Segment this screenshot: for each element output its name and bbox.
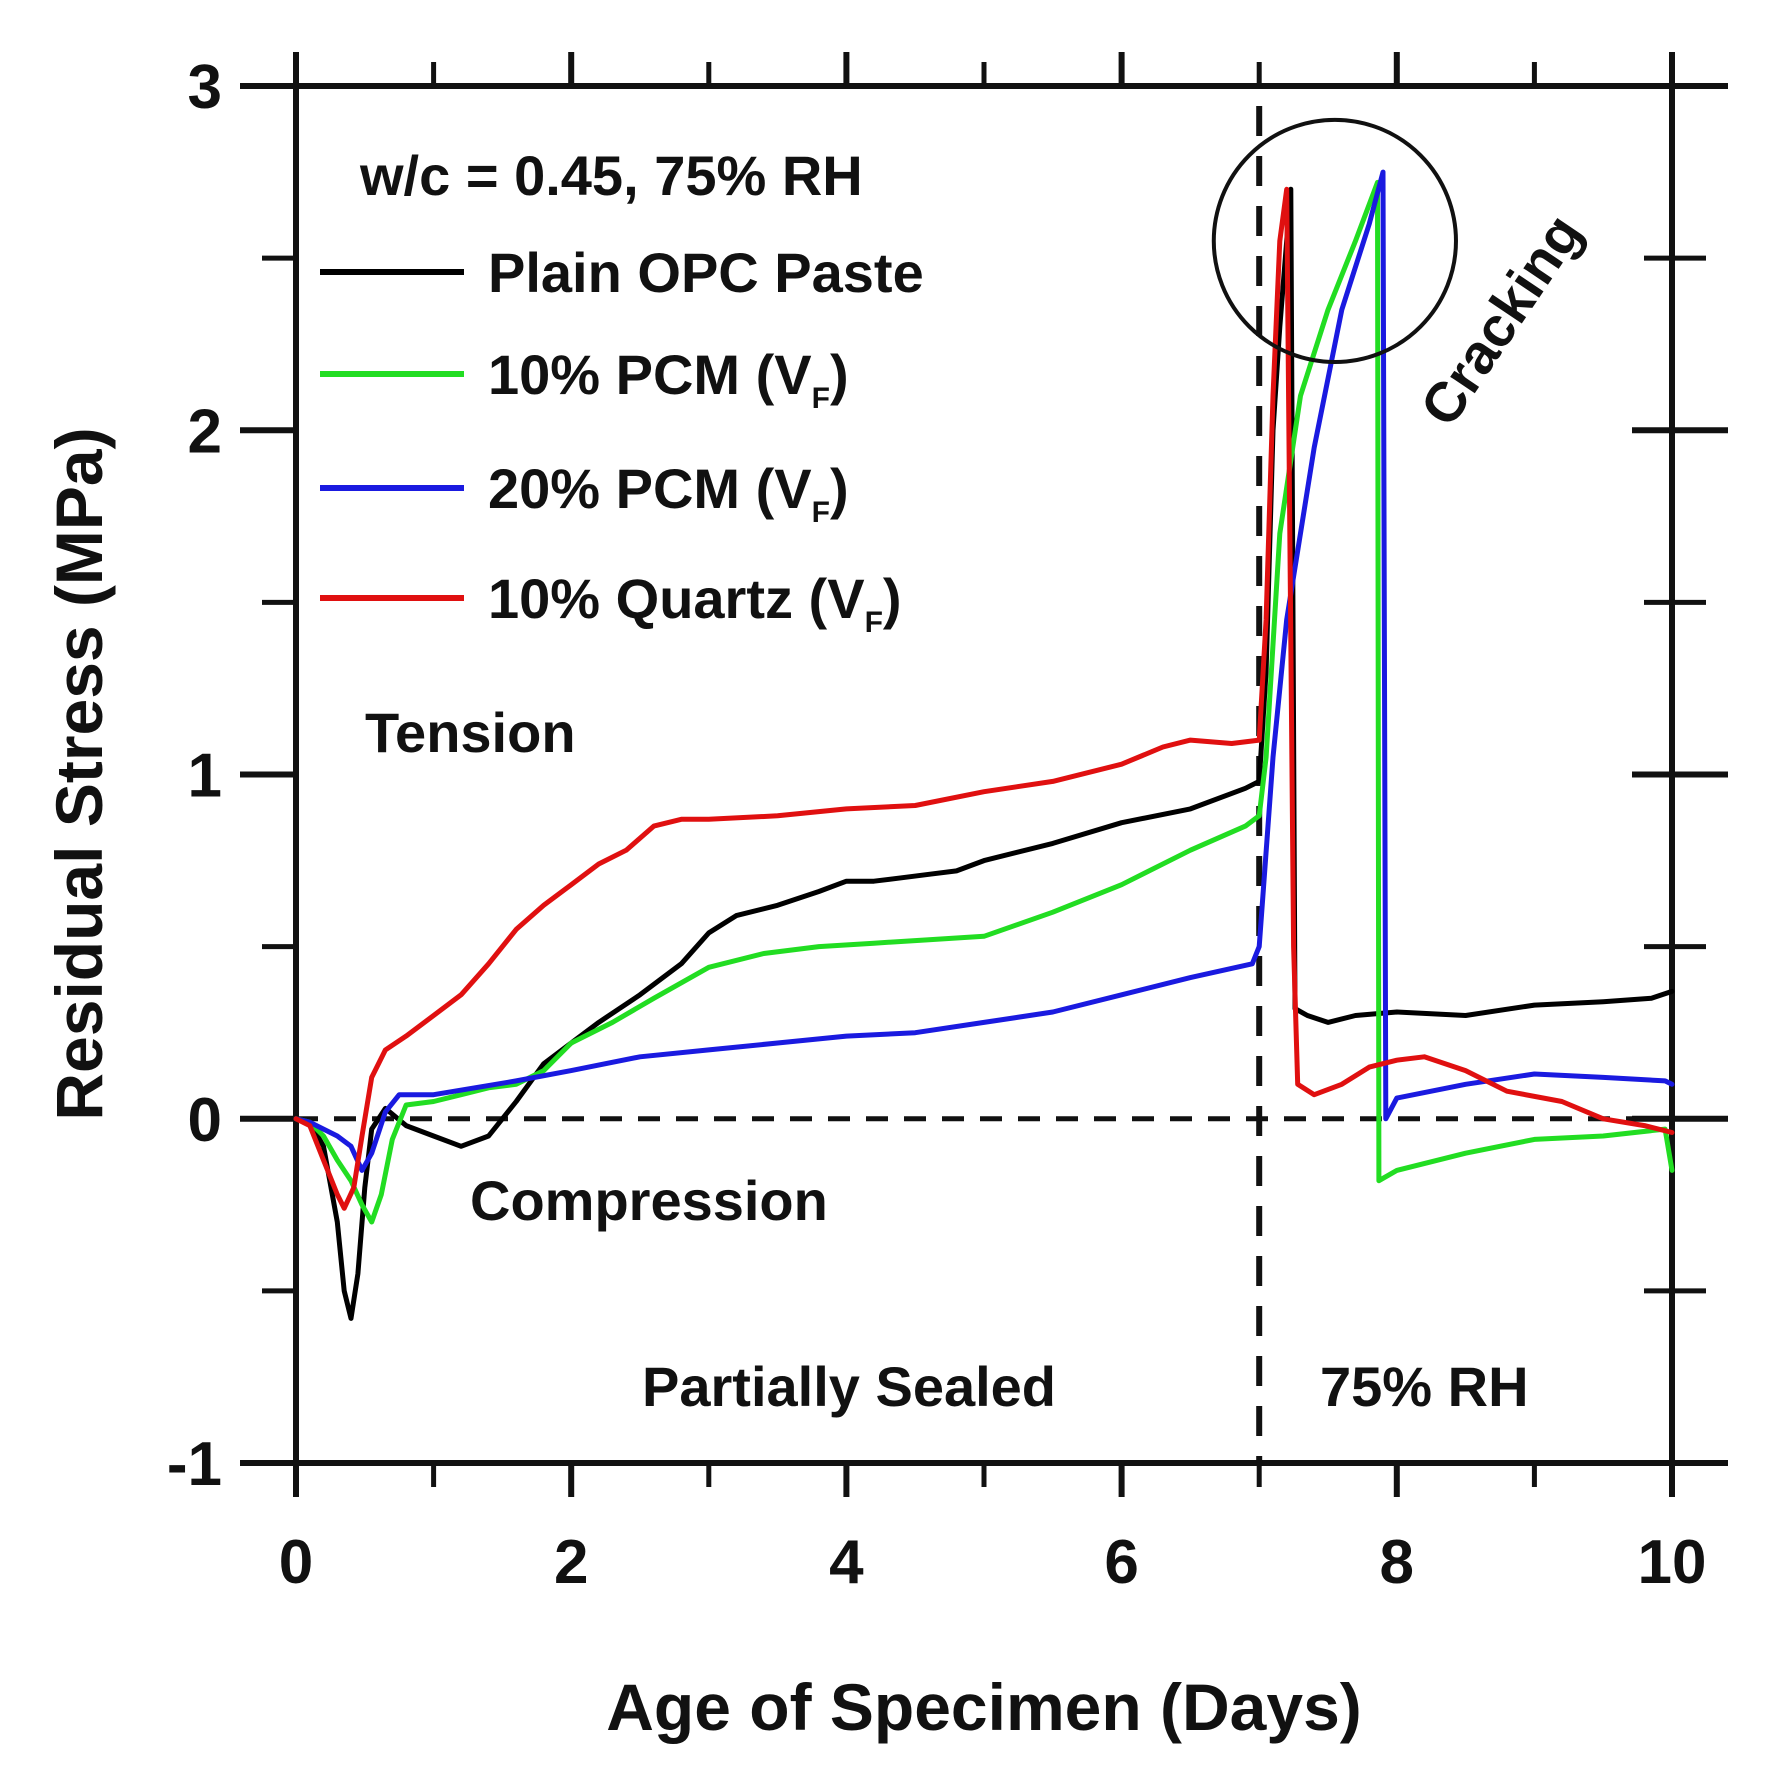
legend-label-plain-opc: Plain OPC Paste (488, 241, 924, 304)
x-tick-label: 10 (1638, 1528, 1707, 1597)
x-tick-label: 0 (279, 1528, 313, 1597)
legend-label-quartz-10: 10% Quartz (VF) (488, 567, 902, 639)
series-line-2 (293, 169, 1675, 1173)
legend-label-pcm-20-main: 20% PCM (V (488, 457, 812, 520)
tick-labels: 0 2 4 6 8 10 -1 0 1 2 3 (167, 53, 1707, 1597)
legend-label-pcm-20-subscript: F (812, 496, 830, 529)
y-tick-label: -1 (167, 1430, 222, 1499)
legend-label-quartz-10-subscript: F (865, 606, 883, 639)
reference-lines (296, 106, 1672, 1463)
cracking-circle (1211, 117, 1458, 365)
y-axis-title: Residual Stress (MPa) (42, 427, 116, 1120)
legend-label-quartz-10-suffix: ) (883, 567, 902, 630)
series-line-3 (293, 186, 1675, 1211)
legend-label-quartz-10-main: 10% Quartz (V (488, 567, 865, 630)
legend-label-plain-opc-main: Plain OPC Paste (488, 241, 924, 304)
legend: w/c = 0.45, 75% RH Plain OPC Paste 10% P… (320, 144, 924, 639)
annotation-partially-sealed: Partially Sealed (642, 1355, 1056, 1418)
y-tick-label: 1 (188, 742, 222, 811)
legend-title: w/c = 0.45, 75% RH (359, 144, 863, 207)
legend-label-pcm-20: 20% PCM (VF) (488, 457, 849, 529)
x-axis-title: Age of Specimen (Days) (606, 1670, 1362, 1744)
x-tick-label: 4 (829, 1528, 864, 1597)
annotation-compression: Compression (470, 1169, 828, 1232)
series-line-1 (293, 179, 1675, 1225)
legend-label-pcm-10-subscript: F (812, 382, 830, 415)
x-tick-label: 6 (1104, 1528, 1138, 1597)
y-tick-label: 0 (188, 1086, 222, 1155)
legend-label-pcm-10-main: 10% PCM (V (488, 343, 812, 406)
annotation-tension: Tension (365, 701, 576, 764)
legend-label-pcm-20-suffix: ) (830, 457, 849, 520)
series-line-0 (293, 186, 1675, 1321)
x-tick-label: 8 (1380, 1528, 1414, 1597)
axis-ticks (240, 52, 1728, 1497)
legend-label-pcm-10: 10% PCM (VF) (488, 343, 849, 415)
data-series (293, 169, 1675, 1321)
y-tick-label: 3 (188, 53, 222, 122)
y-tick-label: 2 (188, 397, 222, 466)
x-tick-label: 2 (554, 1528, 588, 1597)
legend-label-pcm-10-suffix: ) (830, 343, 849, 406)
annotation-rh-region: 75% RH (1320, 1355, 1529, 1418)
